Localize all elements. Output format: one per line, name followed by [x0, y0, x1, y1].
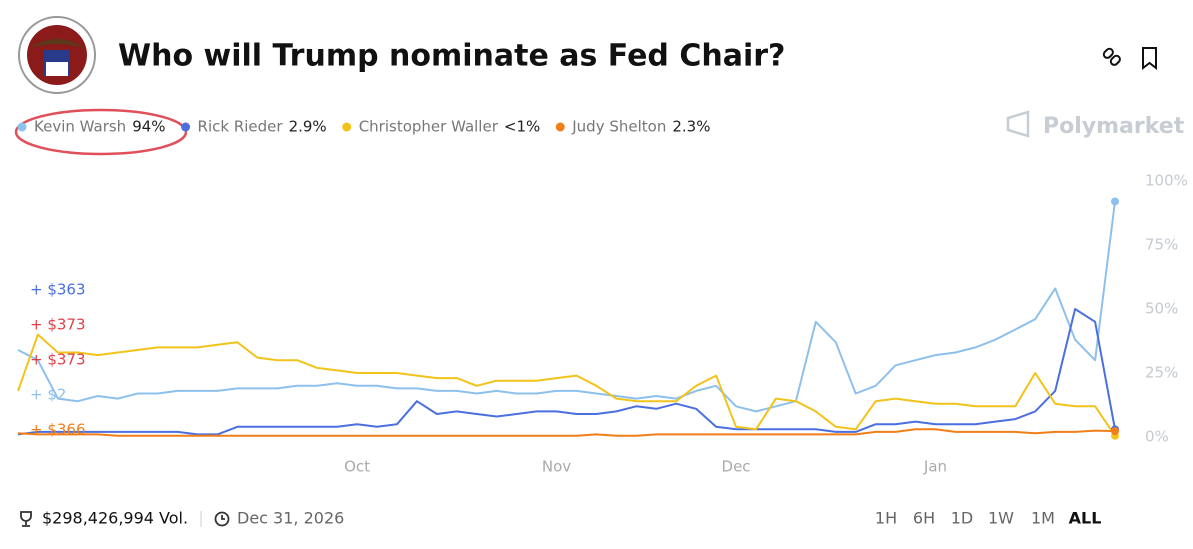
annotation: + $363 [30, 281, 86, 299]
legend-name: Christopher Waller [359, 118, 499, 136]
volume: $298,426,994 Vol. [42, 509, 188, 528]
y-tick-label: 50% [1145, 300, 1178, 318]
series-line [17, 428, 1116, 437]
y-tick-label: 100% [1145, 172, 1188, 190]
annotation: + $2 [30, 386, 66, 404]
y-tick-label: 25% [1145, 364, 1178, 382]
bookmark-icon[interactable] [1142, 47, 1157, 71]
legend-dot [555, 122, 565, 132]
legend-name: Rick Rieder [198, 118, 284, 136]
range-button[interactable]: ALL [1069, 509, 1102, 528]
brand: Polymarket [1006, 110, 1185, 139]
y-tick-label: 75% [1145, 236, 1178, 254]
x-tick-label: Dec [722, 458, 751, 476]
range-button[interactable]: 6H [913, 509, 935, 528]
legend-name: Judy Shelton [571, 118, 666, 136]
annotation: + $373 [30, 316, 86, 334]
series-line [17, 201, 1116, 413]
legend-value: 2.3% [672, 118, 710, 136]
range-button[interactable]: 1W [988, 509, 1014, 528]
title: Who will Trump nominate as Fed Chair? [118, 39, 785, 74]
legend-dot [17, 122, 27, 132]
annotation: + $373 [30, 351, 86, 369]
range-button[interactable]: 1H [875, 509, 897, 528]
footer-icons [20, 511, 230, 527]
legend-dot [342, 122, 352, 132]
end-date: Dec 31, 2026 [237, 509, 344, 528]
legend-dot [181, 122, 191, 132]
brand-name: Polymarket [1043, 114, 1185, 139]
legend-value: 2.9% [289, 118, 327, 136]
link-icon[interactable] [1102, 47, 1121, 66]
range-button[interactable]: 1D [951, 509, 974, 528]
y-tick-label: 0% [1145, 428, 1169, 446]
series-line [17, 308, 1116, 436]
series-line [17, 333, 1116, 437]
x-tick-label: Nov [542, 458, 571, 476]
legend-value: 94% [132, 118, 165, 136]
range-button[interactable]: 1M [1031, 509, 1055, 528]
legend-value: <1% [504, 118, 540, 136]
end-dot [1111, 197, 1119, 206]
legend-name: Kevin Warsh [34, 118, 126, 136]
end-dot [1111, 427, 1119, 436]
x-tick-label: Oct [344, 458, 370, 476]
annotation: + $366 [30, 421, 86, 439]
logo [18, 16, 96, 94]
x-tick-label: Jan [923, 458, 947, 476]
highlight-ellipse [14, 108, 188, 156]
